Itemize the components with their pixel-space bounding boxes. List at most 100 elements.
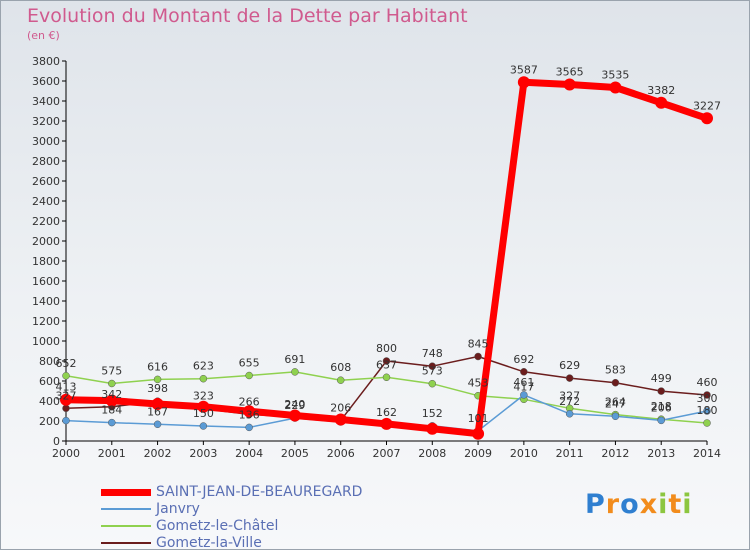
data-label: 240: [284, 398, 305, 411]
y-tick-label: 0: [53, 435, 60, 448]
data-label: 3565: [556, 66, 584, 79]
data-label: 136: [239, 408, 260, 421]
data-label: 184: [101, 404, 122, 417]
data-point: [60, 393, 72, 406]
data-point: [611, 378, 620, 387]
y-tick-label: 3600: [32, 75, 60, 88]
legend-label: Gometz-la-Ville: [156, 535, 262, 551]
data-label: 162: [376, 406, 397, 419]
legend-label: Gometz-le-Châtel: [156, 518, 279, 534]
y-tick-label: 1200: [32, 315, 60, 328]
data-label: 3227: [693, 99, 721, 112]
data-label: 272: [559, 395, 580, 408]
data-label: 229: [284, 399, 305, 412]
data-label: 616: [147, 360, 168, 373]
y-tick-label: 1600: [32, 275, 60, 288]
x-tick-label: 2009: [464, 447, 492, 460]
data-label: 266: [239, 395, 260, 408]
legend-label: Janvry: [156, 501, 200, 517]
x-tick-label: 2011: [556, 447, 584, 460]
data-point: [153, 375, 162, 384]
data-label: 323: [193, 390, 214, 403]
data-point: [197, 400, 210, 413]
data-point: [108, 418, 116, 427]
x-tick-label: 2003: [189, 447, 217, 460]
data-point: [520, 368, 528, 376]
data-label: 3382: [647, 84, 675, 97]
data-label: 300: [697, 392, 718, 405]
data-point: [108, 379, 116, 388]
data-point: [245, 371, 253, 380]
data-label: 583: [605, 364, 626, 377]
data-point: [609, 81, 622, 94]
data-label: 327: [559, 389, 580, 402]
data-label: 3535: [601, 69, 629, 82]
x-tick-label: 2004: [235, 447, 263, 460]
legend-label: SAINT-JEAN-DE-BEAUREGARD: [156, 484, 363, 500]
y-tick-label: 2000: [32, 235, 60, 248]
legend-swatch: [101, 525, 151, 527]
data-point: [336, 376, 345, 384]
data-point: [565, 374, 574, 382]
x-tick-label: 2012: [601, 447, 629, 460]
y-tick-label: 3200: [32, 115, 60, 128]
y-tick-label: 2400: [32, 195, 60, 208]
y-tick-label: 1800: [32, 255, 60, 268]
data-point: [703, 419, 711, 427]
data-point: [563, 78, 576, 91]
data-point: [701, 112, 713, 125]
data-point: [517, 76, 530, 89]
data-label: 167: [147, 405, 168, 418]
data-point: [288, 409, 301, 422]
data-point: [380, 417, 393, 430]
data-label: 3587: [510, 63, 538, 76]
data-point: [291, 368, 299, 376]
data-label: 247: [605, 397, 626, 410]
legend-swatch: [101, 508, 151, 510]
data-label: 264: [605, 396, 626, 409]
y-tick-label: 400: [39, 395, 60, 408]
y-tick-label: 3400: [32, 95, 60, 108]
y-tick-label: 600: [39, 375, 60, 388]
data-point: [703, 407, 711, 415]
y-tick-label: 3000: [32, 135, 60, 148]
data-point: [382, 357, 391, 365]
data-label: 637: [376, 358, 397, 371]
data-point: [105, 394, 118, 407]
y-tick-label: 1000: [32, 335, 60, 348]
data-point: [428, 379, 437, 388]
data-label: 692: [513, 353, 534, 366]
y-tick-label: 2200: [32, 215, 60, 228]
data-label: 413: [56, 381, 77, 394]
x-tick-label: 2006: [327, 447, 355, 460]
data-label: 152: [422, 407, 443, 420]
data-label: 499: [651, 372, 672, 385]
data-label: 460: [697, 376, 718, 389]
data-point: [151, 398, 164, 410]
data-point: [199, 374, 208, 383]
y-tick-label: 800: [39, 355, 60, 368]
data-label: 691: [284, 353, 305, 366]
legend-swatch: [101, 542, 151, 544]
data-label: 218: [651, 400, 672, 413]
data-label: 655: [239, 357, 260, 370]
data-label: 342: [101, 388, 122, 401]
data-point: [611, 412, 620, 421]
data-point: [472, 427, 485, 440]
x-tick-label: 2008: [418, 447, 446, 460]
y-tick-label: 1400: [32, 295, 60, 308]
legend-swatch: [101, 489, 151, 496]
data-point: [428, 362, 437, 370]
data-point: [62, 372, 70, 380]
data-label: 180: [697, 404, 718, 417]
data-label: 461: [513, 376, 534, 389]
data-point: [243, 405, 256, 418]
data-label: 573: [422, 365, 443, 378]
unit-label: (en €): [27, 29, 60, 42]
data-point: [655, 96, 668, 109]
data-label: 652: [56, 357, 77, 370]
data-label: 800: [376, 342, 397, 355]
data-point: [62, 404, 70, 413]
